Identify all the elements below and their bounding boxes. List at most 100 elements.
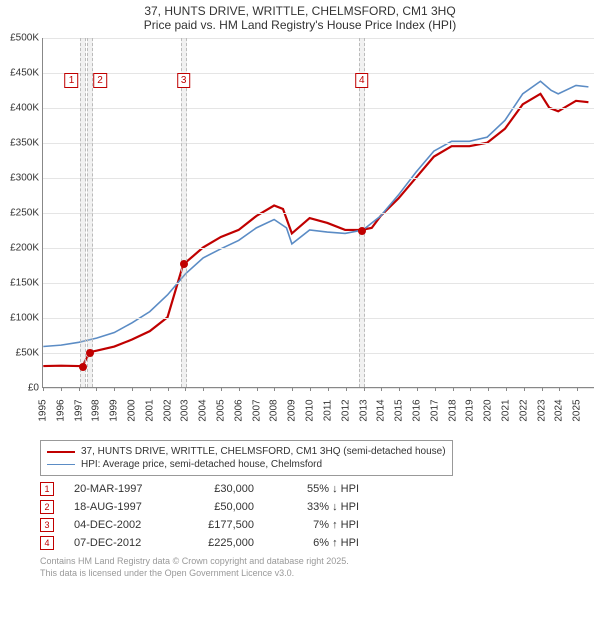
x-tick — [470, 387, 471, 391]
y-axis-label: £100K — [10, 313, 39, 324]
x-tick — [328, 387, 329, 391]
footer-attribution: Contains HM Land Registry data © Crown c… — [40, 556, 592, 579]
x-axis-label: 2007 — [251, 399, 262, 421]
sale-band — [80, 38, 86, 387]
sale-price: £30,000 — [189, 483, 254, 495]
sale-number: 1 — [40, 482, 54, 496]
legend-swatch — [47, 451, 75, 453]
sale-number: 4 — [40, 536, 54, 550]
sale-date: 20-MAR-1997 — [74, 483, 169, 495]
legend-swatch — [47, 464, 75, 465]
plot-area: £0£50K£100K£150K£200K£250K£300K£350K£400… — [42, 38, 594, 388]
x-tick — [346, 387, 347, 391]
sales-row: 218-AUG-1997£50,00033% ↓ HPI — [40, 498, 592, 516]
sale-band — [359, 38, 365, 387]
sale-number: 3 — [40, 518, 54, 532]
x-axis-label: 2014 — [376, 399, 387, 421]
legend-row: HPI: Average price, semi-detached house,… — [47, 458, 446, 471]
x-tick — [453, 387, 454, 391]
x-tick — [114, 387, 115, 391]
x-tick — [79, 387, 80, 391]
x-tick — [96, 387, 97, 391]
x-tick — [150, 387, 151, 391]
sale-marker — [79, 363, 87, 371]
sales-row: 407-DEC-2012£225,0006% ↑ HPI — [40, 534, 592, 552]
x-axis-label: 2002 — [162, 399, 173, 421]
x-tick — [364, 387, 365, 391]
sale-date: 18-AUG-1997 — [74, 501, 169, 513]
x-axis-label: 2011 — [322, 400, 333, 422]
x-tick — [310, 387, 311, 391]
y-axis-label: £500K — [10, 33, 39, 44]
gridline — [43, 73, 594, 74]
x-axis-label: 2018 — [447, 399, 458, 421]
sale-diff: 7% ↑ HPI — [274, 519, 359, 531]
x-axis-label: 2016 — [411, 399, 422, 421]
sale-marker — [86, 349, 94, 357]
sale-price: £50,000 — [189, 501, 254, 513]
x-tick — [292, 387, 293, 391]
x-axis-label: 2000 — [127, 399, 138, 421]
x-axis-label: 2021 — [500, 399, 511, 421]
gridline — [43, 388, 594, 389]
x-axis-label: 2013 — [358, 399, 369, 421]
y-axis-label: £150K — [10, 278, 39, 289]
legend: 37, HUNTS DRIVE, WRITTLE, CHELMSFORD, CM… — [40, 440, 453, 476]
x-axis-label: 2005 — [216, 399, 227, 421]
sale-date: 07-DEC-2012 — [74, 537, 169, 549]
x-tick — [417, 387, 418, 391]
x-axis-label: 2015 — [394, 399, 405, 421]
x-axis-label: 1996 — [55, 399, 66, 421]
x-tick — [257, 387, 258, 391]
x-axis-label: 2004 — [198, 399, 209, 421]
x-axis-label: 2019 — [465, 399, 476, 421]
chart-title: 37, HUNTS DRIVE, WRITTLE, CHELMSFORD, CM… — [0, 0, 600, 34]
sale-diff: 55% ↓ HPI — [274, 483, 359, 495]
sales-table: 1 20-MAR-1997 £30,000 55% ↓ HPI 2 18-AUG-1997… — [40, 480, 592, 552]
x-tick — [559, 387, 560, 391]
x-axis-label: 1997 — [73, 399, 84, 421]
gridline — [43, 108, 594, 109]
x-axis-label: 2009 — [287, 399, 298, 421]
y-axis-label: £400K — [10, 103, 39, 114]
x-axis-label: 2023 — [536, 399, 547, 421]
x-tick — [399, 387, 400, 391]
sale-price: £177,500 — [189, 519, 254, 531]
x-tick — [132, 387, 133, 391]
sales-row: 304-DEC-2002£177,5007% ↑ HPI — [40, 516, 592, 534]
sale-diff: 6% ↑ HPI — [274, 537, 359, 549]
x-axis-label: 2010 — [305, 399, 316, 421]
gridline — [43, 143, 594, 144]
x-tick — [577, 387, 578, 391]
chart-container: £0£50K£100K£150K£200K£250K£300K£350K£400… — [0, 34, 600, 434]
x-axis-label: 2020 — [483, 399, 494, 421]
gridline — [43, 178, 594, 179]
x-axis-label: 1995 — [38, 399, 49, 421]
footer-line2: This data is licensed under the Open Gov… — [40, 568, 592, 580]
sale-marker — [180, 260, 188, 268]
x-axis-label: 2012 — [340, 399, 351, 421]
sale-band — [87, 38, 93, 387]
x-tick — [239, 387, 240, 391]
footer-line1: Contains HM Land Registry data © Crown c… — [40, 556, 592, 568]
x-tick — [274, 387, 275, 391]
x-tick — [185, 387, 186, 391]
title-address: 37, HUNTS DRIVE, WRITTLE, CHELMSFORD, CM… — [0, 4, 600, 18]
sale-number: 2 — [40, 500, 54, 514]
x-tick — [524, 387, 525, 391]
x-axis-label: 2003 — [180, 399, 191, 421]
legend-row: 37, HUNTS DRIVE, WRITTLE, CHELMSFORD, CM… — [47, 445, 446, 458]
x-tick — [542, 387, 543, 391]
x-tick — [435, 387, 436, 391]
x-tick — [381, 387, 382, 391]
x-tick — [203, 387, 204, 391]
y-axis-label: £300K — [10, 173, 39, 184]
x-axis-label: 1998 — [91, 399, 102, 421]
x-axis-label: 2025 — [572, 399, 583, 421]
gridline — [43, 283, 594, 284]
legend-label: 37, HUNTS DRIVE, WRITTLE, CHELMSFORD, CM… — [81, 446, 446, 457]
x-tick — [43, 387, 44, 391]
x-tick — [61, 387, 62, 391]
y-axis-label: £350K — [10, 138, 39, 149]
x-axis-label: 1999 — [109, 399, 120, 421]
